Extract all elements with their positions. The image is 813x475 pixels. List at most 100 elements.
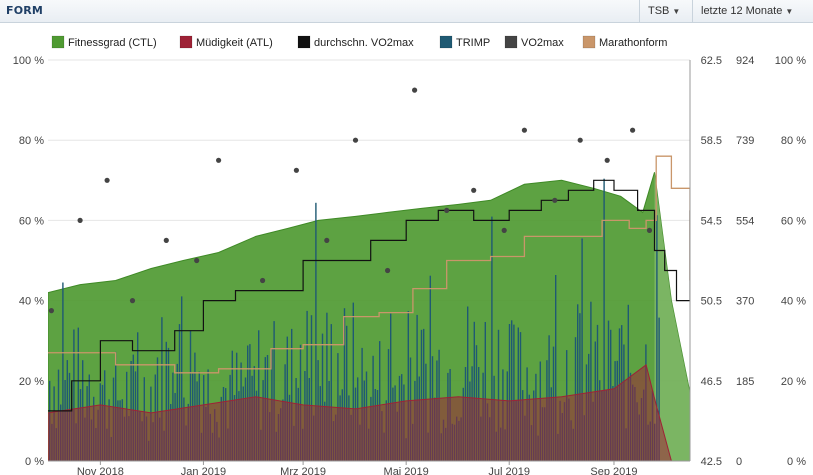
vo2max-point	[630, 127, 636, 133]
chevron-down-icon: ▼	[672, 7, 681, 16]
vo2max-point	[577, 137, 583, 143]
series-ctl-forecast	[654, 172, 690, 461]
trimp-bar	[62, 282, 64, 461]
y-left-tick-label: 100 %	[13, 55, 44, 67]
y-left-tick-label: 0 %	[25, 456, 44, 468]
legend-item-label: Müdigkeit (ATL)	[196, 37, 273, 49]
trimp-bar	[165, 341, 167, 461]
vo2max-point	[352, 137, 359, 143]
vo2max-point	[77, 217, 83, 223]
trimp-bar	[579, 313, 581, 461]
trimp-bar	[517, 327, 519, 461]
trimp-bar	[299, 344, 302, 461]
vo2max-point	[444, 207, 450, 213]
trimp-bar	[508, 324, 511, 461]
trimp-bar	[167, 347, 170, 461]
page-title: FORM	[6, 4, 44, 17]
trimp-bar	[132, 354, 134, 461]
x-tick-label: Sep 2019	[590, 466, 637, 475]
trimp-bar	[555, 275, 557, 461]
trimp-bar	[519, 332, 522, 461]
chart-header: FORM TSB ▼ letzte 12 Monate ▼	[0, 0, 813, 23]
vo2max-point	[385, 267, 391, 274]
trimp-bar	[77, 327, 79, 461]
y-right-tick-label: 0 %	[787, 456, 806, 468]
vo2max-point	[646, 227, 653, 233]
legend-item-label: durchschn. VO2max	[314, 37, 414, 49]
axes: 0 % 20 % 40 % 60 % 80 % 100 % 42.5 46.5 50.5 54.5…	[13, 55, 806, 475]
trimp-bar	[429, 275, 431, 461]
trimp-bar	[467, 306, 469, 461]
trimp-bar	[286, 336, 288, 461]
y-right-tick-label: 100 %	[775, 55, 806, 67]
chart-marks	[48, 87, 690, 461]
metric-dropdown[interactable]: TSB ▼	[639, 0, 692, 22]
trimp-bar	[484, 322, 486, 461]
trimp-bar	[390, 313, 392, 461]
metric-dropdown-label: TSB	[648, 5, 670, 17]
range-dropdown[interactable]: letzte 12 Monate ▼	[692, 0, 813, 22]
vo2max-point	[412, 87, 418, 93]
y-trimp-tick-label: 0	[736, 456, 742, 468]
trimp-bar	[326, 312, 328, 461]
vo2max-point	[194, 257, 200, 264]
trimp-bar	[315, 202, 317, 461]
y-vo2max-tick-label: 50.5	[701, 296, 722, 308]
trimp-bar	[310, 315, 313, 461]
legend-swatch	[297, 35, 311, 49]
chevron-down-icon: ▼	[785, 7, 794, 16]
y-vo2max-tick-label: 54.5	[701, 215, 722, 227]
trimp-bar	[258, 330, 260, 461]
y-vo2max-tick-label: 46.5	[701, 376, 722, 388]
trimp-bar	[577, 304, 579, 461]
vo2max-point	[604, 157, 610, 163]
vo2max-point	[471, 187, 477, 193]
trimp-bar	[590, 301, 592, 461]
legend-swatch	[504, 35, 518, 49]
vo2max-point	[163, 237, 169, 243]
trimp-bar	[352, 302, 354, 461]
trimp-bar	[491, 216, 493, 461]
trimp-bar	[291, 328, 293, 461]
y-right-tick-label: 80 %	[781, 135, 806, 147]
y-right-tick-label: 20 %	[781, 376, 806, 388]
trimp-bar	[330, 324, 332, 461]
y-left-tick-label: 60 %	[19, 215, 44, 227]
y-trimp-tick-label: 924	[736, 55, 754, 67]
y-left-tick-label: 40 %	[19, 296, 44, 308]
trimp-bar	[346, 325, 348, 461]
legend-item-label: TRIMP	[456, 37, 490, 49]
trimp-bar	[473, 321, 475, 461]
trimp-bar	[343, 308, 346, 461]
y-trimp-tick-label: 554	[736, 215, 754, 227]
y-vo2max-tick-label: 62.5	[701, 55, 722, 67]
vo2max-point	[293, 167, 299, 173]
legend[interactable]: Fitnessgrad (CTL) Müdigkeit (ATL) durchsch…	[51, 35, 667, 49]
series-atl-area	[48, 363, 672, 461]
trimp-bar	[361, 347, 363, 461]
legend-swatch	[439, 35, 453, 49]
vo2max-point	[501, 227, 507, 233]
vo2max-point	[552, 197, 558, 203]
trimp-bar	[161, 317, 163, 461]
range-dropdown-label: letzte 12 Monate	[701, 5, 783, 17]
legend-swatch	[179, 35, 193, 49]
y-left-tick-label: 80 %	[19, 135, 44, 147]
y-trimp-tick-label: 185	[736, 376, 754, 388]
legend-swatch	[582, 35, 596, 49]
trimp-bar	[189, 331, 192, 461]
trimp-bar	[273, 321, 275, 461]
vo2max-point	[48, 308, 55, 314]
trimp-bar	[181, 296, 183, 461]
trimp-bar	[581, 238, 583, 461]
trimp-bar	[497, 329, 500, 461]
vo2max-point	[521, 127, 528, 133]
vo2max-point	[260, 277, 266, 284]
trimp-bar	[407, 311, 409, 461]
y-left-tick-label: 20 %	[19, 376, 44, 388]
y-trimp-tick-label: 739	[736, 135, 754, 147]
y-trimp-tick-label: 370	[736, 296, 754, 308]
x-tick-label: Jan 2019	[181, 466, 226, 475]
vo2max-point	[324, 237, 330, 243]
trimp-bar	[73, 329, 75, 461]
